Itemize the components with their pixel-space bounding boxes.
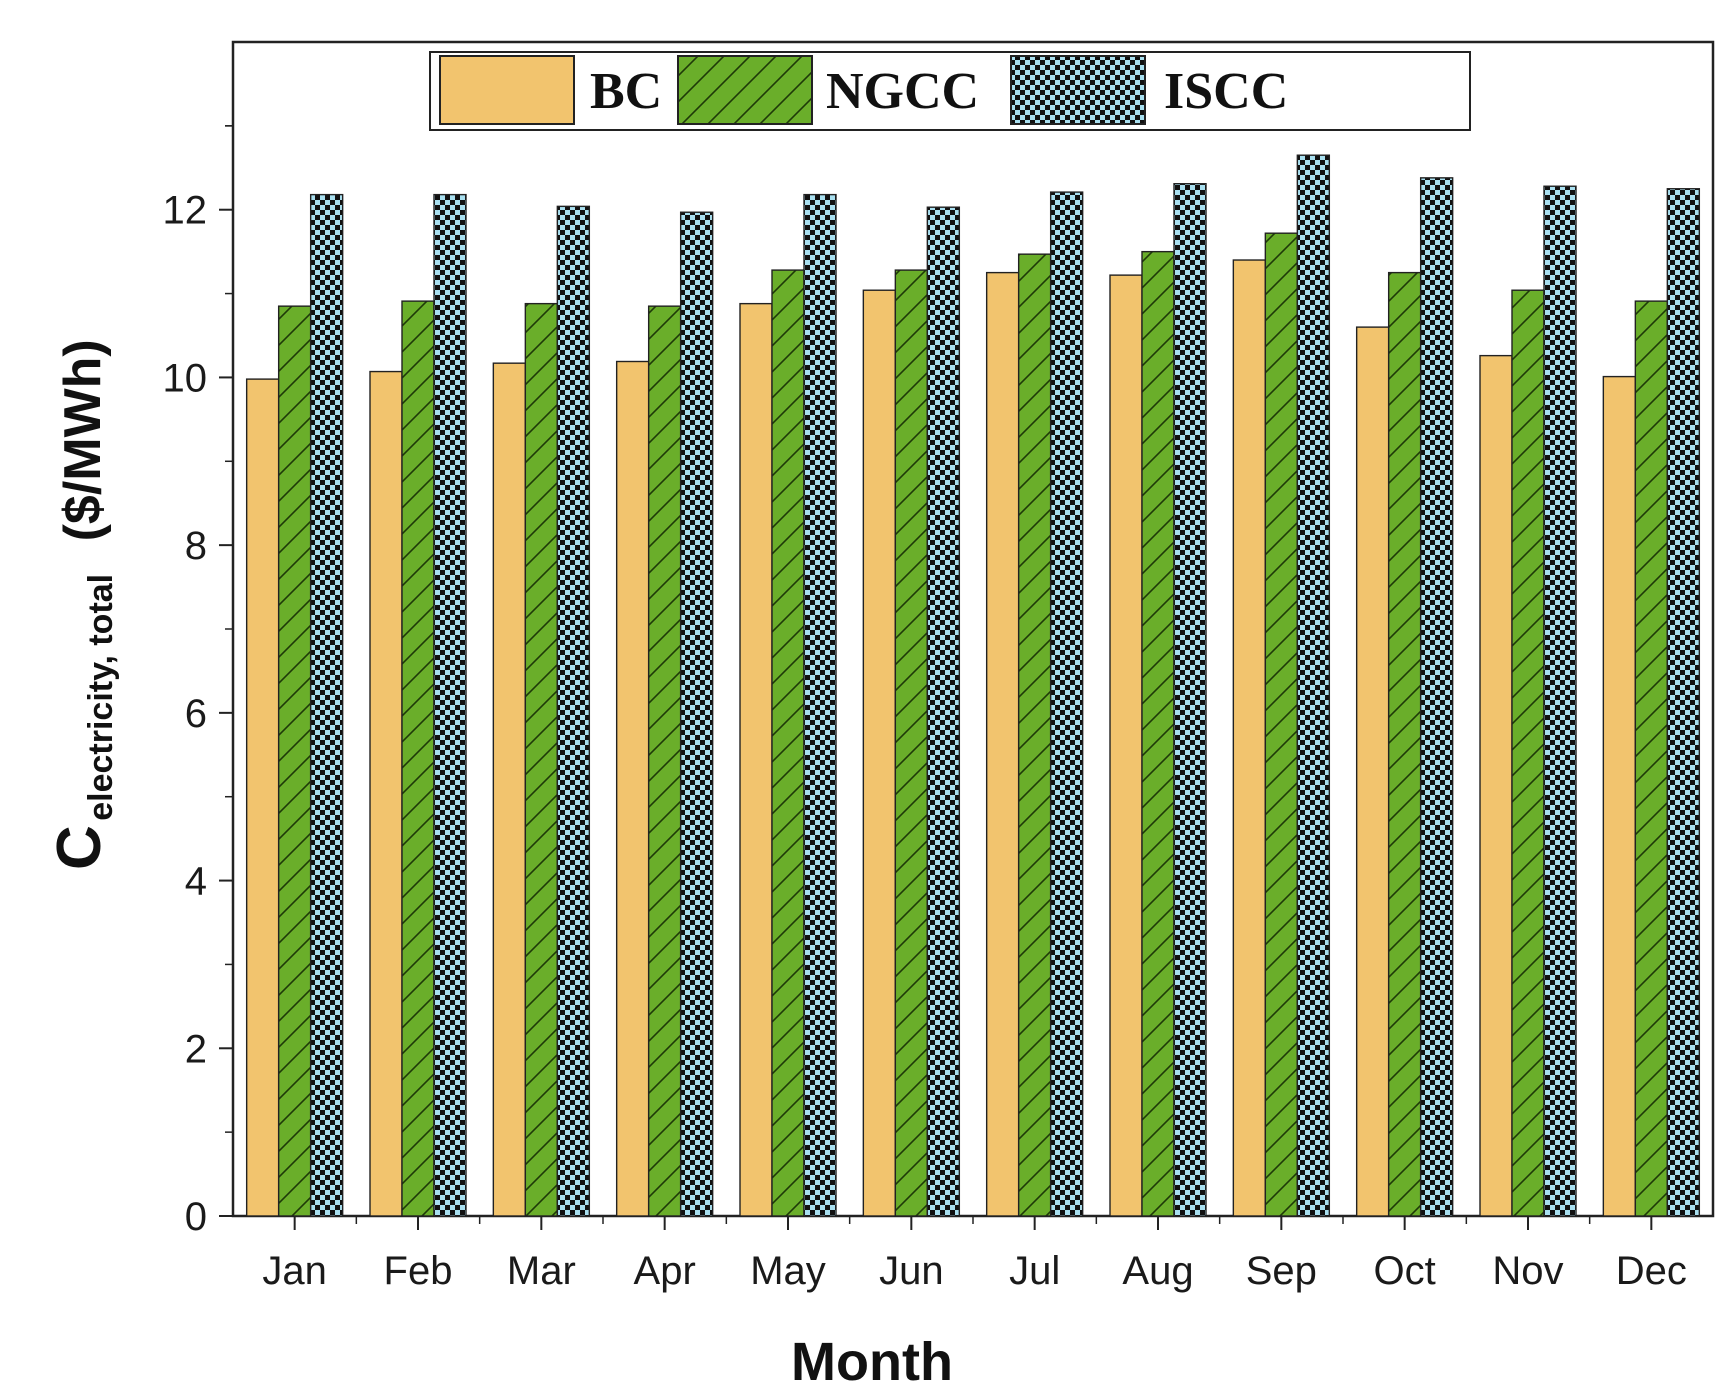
bar-bc-nov <box>1479 354 1513 1217</box>
x-axis-title: Month <box>791 1332 953 1392</box>
bar-ngcc-mar <box>524 302 559 1217</box>
bar-iscc-jan <box>309 193 344 1217</box>
y-tick-label: 2 <box>185 1027 207 1071</box>
bar-ngcc-feb <box>401 300 435 1217</box>
bar-bc-oct <box>1355 326 1390 1217</box>
bar-iscc-feb <box>433 193 467 1217</box>
y-tick-label: 12 <box>163 189 208 233</box>
bar-iscc-may <box>803 193 837 1217</box>
x-tick-label: Jul <box>1009 1249 1060 1293</box>
y-axis-title-subscript: electricity, total <box>82 574 120 821</box>
legend: BC NGCC ISCC <box>429 51 1471 131</box>
y-axis-title-unit: ($/MWh) <box>54 339 112 541</box>
bar-iscc-jun <box>926 206 961 1217</box>
y-axis-title: C electricity, total ($/MWh) <box>45 339 120 870</box>
x-tick-label: Mar <box>507 1249 576 1293</box>
bar-iscc-sep <box>1296 154 1331 1217</box>
bar-ngcc-aug <box>1141 250 1175 1217</box>
x-tick-label: Sep <box>1246 1249 1317 1293</box>
bar-bc-aug <box>1109 274 1143 1217</box>
bar-ngcc-sep <box>1264 232 1299 1217</box>
svg-text:C electricity, total: C electricity, total ($/MWh) <box>45 339 120 870</box>
x-tick-label: Jan <box>262 1249 327 1293</box>
bar-bc-may <box>739 302 773 1217</box>
legend-swatch-bc <box>439 55 575 125</box>
ticks: Jan Feb Mar Apr May Jun Jul Aug Sep Oct Nov Dec 0 2 4 6… <box>163 125 1687 1293</box>
bar-bc-mar <box>492 362 527 1217</box>
x-tick-label: Apr <box>634 1249 696 1293</box>
bar-iscc-nov <box>1543 185 1577 1217</box>
y-tick-label: 10 <box>163 356 208 400</box>
legend-swatch-ngcc <box>677 55 813 125</box>
bar-ngcc-apr <box>647 305 682 1217</box>
bar-bc-feb <box>369 370 403 1217</box>
bar-iscc-oct <box>1419 177 1454 1217</box>
y-axis-title-main: C <box>45 825 114 870</box>
bar-ngcc-jun <box>894 269 929 1217</box>
bar-bc-dec <box>1602 375 1637 1217</box>
bar-bc-jun <box>862 289 897 1217</box>
bar-iscc-mar <box>556 205 591 1217</box>
bar-ngcc-jul <box>1017 253 1052 1217</box>
bar-bc-jul <box>985 271 1020 1217</box>
bar-bc-jan <box>245 378 280 1217</box>
legend-frame <box>429 51 1471 131</box>
x-tick-label: Oct <box>1374 1249 1436 1293</box>
bar-iscc-dec <box>1666 188 1701 1217</box>
bar-ngcc-may <box>771 269 805 1217</box>
bar-ngcc-oct <box>1387 271 1422 1217</box>
legend-label-bc: BC <box>590 63 662 120</box>
x-tick-label: Jun <box>879 1249 944 1293</box>
x-tick-label: Nov <box>1492 1249 1563 1293</box>
x-tick-label: May <box>750 1249 826 1293</box>
bar-bc-sep <box>1232 259 1267 1217</box>
bars <box>245 154 1701 1217</box>
y-tick-label: 8 <box>185 524 207 568</box>
bar-iscc-jul <box>1049 191 1084 1217</box>
legend-label-iscc: ISCC <box>1164 63 1288 120</box>
y-tick-label: 6 <box>185 692 207 736</box>
bar-ngcc-nov <box>1511 289 1545 1217</box>
x-tick-label: Feb <box>384 1249 453 1293</box>
legend-label-ngcc: NGCC <box>826 63 979 120</box>
bar-ngcc-jan <box>277 305 312 1217</box>
y-tick-label: 0 <box>185 1195 207 1239</box>
bar-bc-apr <box>615 360 650 1217</box>
bar-ngcc-dec <box>1634 300 1669 1217</box>
bar-iscc-apr <box>679 211 714 1217</box>
y-tick-label: 4 <box>185 860 207 904</box>
legend-swatch-iscc <box>1010 55 1146 125</box>
x-tick-label: Dec <box>1616 1249 1687 1293</box>
x-tick-label: Aug <box>1122 1249 1193 1293</box>
bar-iscc-aug <box>1173 183 1207 1217</box>
